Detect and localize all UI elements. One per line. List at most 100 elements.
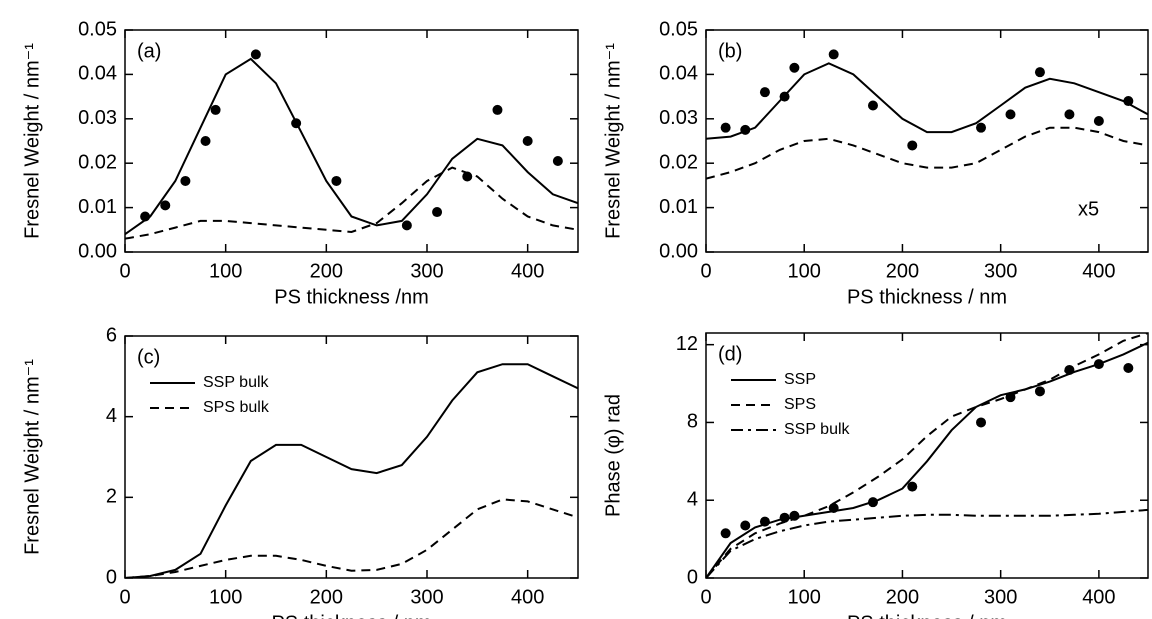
- data-point: [210, 104, 221, 115]
- data-point: [789, 510, 800, 521]
- data-point: [160, 200, 171, 211]
- y-axis-label: Fresnel Weight / nm⁻¹: [21, 43, 43, 239]
- y-tick-label: 0.02: [659, 151, 698, 173]
- x-tick-label: 200: [886, 586, 919, 608]
- legend-label: SSP bulk: [784, 421, 851, 438]
- data-point: [1064, 109, 1075, 120]
- x-axis-label: PS thickness / nm: [271, 612, 431, 619]
- x-tick-label: 100: [788, 260, 821, 282]
- y-axis-label: Phase (φ) rad: [602, 394, 624, 517]
- lines: [706, 49, 1148, 180]
- series-line: [706, 333, 1148, 578]
- x-tick-label: 400: [511, 260, 544, 282]
- y-tick-label: 6: [106, 324, 117, 346]
- annotation: x5: [1078, 198, 1099, 220]
- x-tick-label: 100: [209, 260, 242, 282]
- plot-frame: [705, 332, 1149, 579]
- y-tick-label: 0.01: [659, 196, 698, 218]
- data-point: [200, 136, 211, 146]
- data-point: [180, 175, 191, 186]
- x-tick-label: 0: [700, 260, 711, 282]
- series-line: [706, 508, 1148, 578]
- x-tick-label: 200: [310, 260, 343, 282]
- lines: [125, 363, 578, 578]
- x-tick-label: 400: [1082, 260, 1115, 282]
- series-line: [125, 363, 578, 578]
- x-tick-label: 100: [788, 586, 821, 608]
- panel: 0 100 200 300 400 0.00 0.01 0.02 0.03 0.04 0.05 PS …: [602, 18, 1149, 308]
- series-line: [706, 62, 1148, 140]
- y-tick-label: 0.00: [78, 240, 117, 262]
- legend-label: SPS: [784, 396, 816, 413]
- y-tick-label: 0.00: [659, 240, 698, 262]
- data-point: [867, 100, 878, 111]
- data-point: [462, 171, 473, 182]
- data-point: [976, 122, 987, 133]
- panel: 0 100 200 300 400 0 4 8 12 PS thickness / nm Phase…: [602, 332, 1149, 619]
- panel-label: (d): [718, 343, 742, 365]
- x-tick-label: 200: [886, 260, 919, 282]
- series-line: [125, 498, 578, 578]
- panel-label: (a): [137, 40, 161, 62]
- panel: 0 100 200 300 400 0 2 4 6 PS thickness / nm Fresne…: [21, 324, 579, 619]
- data-point: [907, 481, 918, 492]
- data-point: [1005, 109, 1016, 120]
- data-point: [1093, 359, 1104, 370]
- x-axis-label: PS thickness /nm: [274, 286, 429, 308]
- data-point: [867, 497, 878, 508]
- plot-frame: [705, 29, 1149, 253]
- y-tick-label: 2: [106, 486, 117, 508]
- series-line: [706, 126, 1148, 180]
- y-tick-label: 0.05: [78, 18, 117, 40]
- data-point: [720, 528, 731, 539]
- data-point: [976, 417, 987, 428]
- y-tick-label: 0.04: [659, 63, 698, 85]
- y-tick-label: 0.03: [659, 107, 698, 129]
- series-line: [125, 166, 578, 240]
- data-point: [250, 49, 261, 60]
- y-tick-label: 0.02: [78, 151, 117, 173]
- plot-frame: [124, 335, 579, 579]
- data-point: [291, 118, 302, 129]
- x-tick-label: 300: [410, 260, 443, 282]
- legend-label: SSP: [784, 371, 816, 388]
- x-tick-label: 400: [511, 586, 544, 608]
- series-line: [125, 57, 578, 236]
- data-point: [828, 503, 839, 513]
- data-point: [907, 140, 918, 151]
- y-axis-label: Fresnel Weight / nm⁻¹: [21, 359, 43, 555]
- x-axis-label: PS thickness / nm: [847, 286, 1007, 308]
- y-tick-label: 0.01: [78, 196, 117, 218]
- x-tick-label: 0: [119, 260, 130, 282]
- legend-label: SSP bulk: [203, 374, 270, 391]
- y-tick-label: 0: [106, 566, 117, 588]
- plot-frame: [124, 29, 579, 253]
- data-point: [522, 136, 533, 146]
- x-tick-label: 100: [209, 586, 242, 608]
- x-tick-label: 0: [119, 586, 130, 608]
- data-point: [331, 175, 342, 186]
- y-tick-label: 4: [687, 489, 698, 511]
- data-point: [720, 122, 731, 133]
- data-point: [401, 220, 412, 231]
- x-tick-label: 0: [700, 586, 711, 608]
- y-axis-label: Fresnel Weight / nm⁻¹: [602, 43, 624, 239]
- data-point: [779, 512, 790, 523]
- x-axis-label: PS thickness / nm: [847, 612, 1007, 619]
- data-point: [1064, 364, 1075, 375]
- data-point: [552, 155, 563, 166]
- x-tick-label: 300: [984, 260, 1017, 282]
- panel-label: (b): [718, 40, 742, 62]
- series-line: [706, 341, 1148, 578]
- x-tick-label: 200: [310, 586, 343, 608]
- data-point: [1005, 392, 1016, 403]
- lines: [125, 49, 578, 240]
- data-point: [828, 49, 839, 60]
- data-point: [779, 91, 790, 102]
- data-point: [1034, 67, 1045, 78]
- data-point: [1034, 386, 1045, 397]
- y-tick-label: 0: [687, 566, 698, 588]
- data-point: [759, 87, 770, 98]
- lines: [706, 333, 1148, 578]
